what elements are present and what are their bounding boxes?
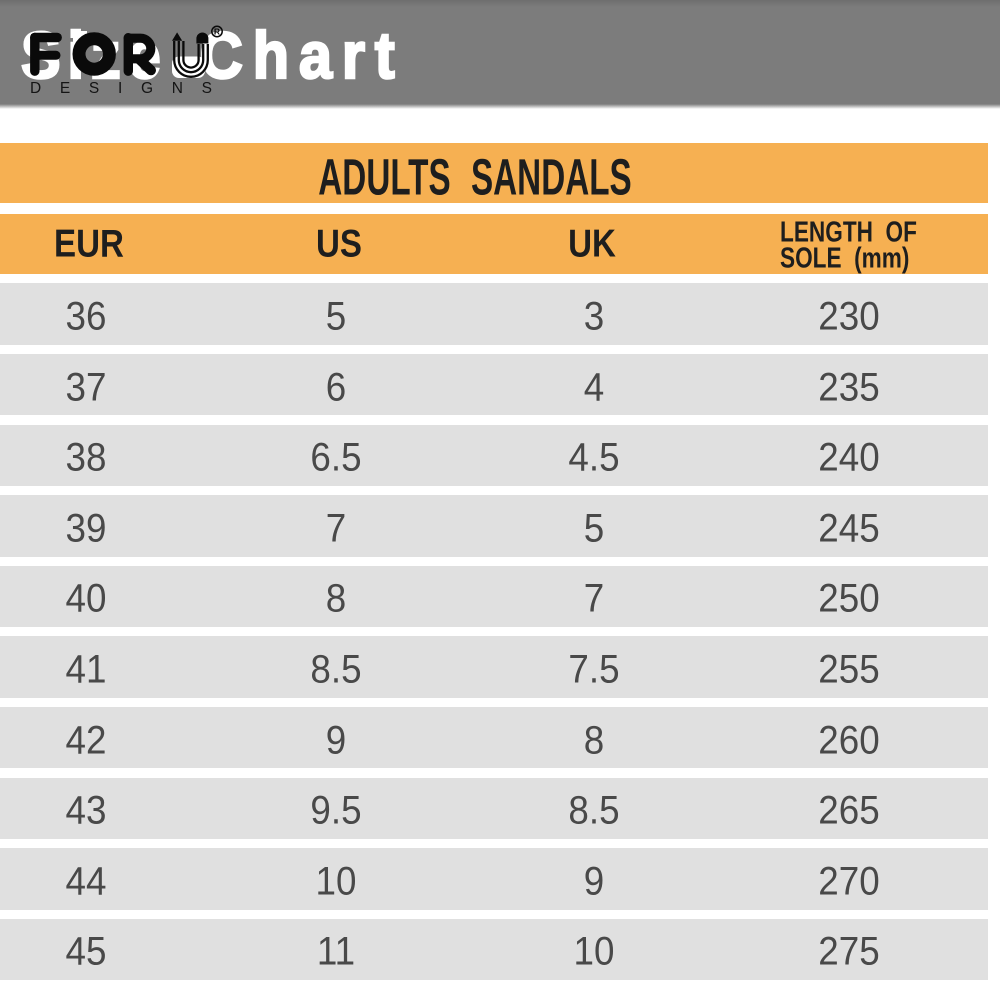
svg-text:R: R bbox=[214, 27, 220, 37]
svg-text:DESIGNS: DESIGNS bbox=[30, 80, 231, 97]
